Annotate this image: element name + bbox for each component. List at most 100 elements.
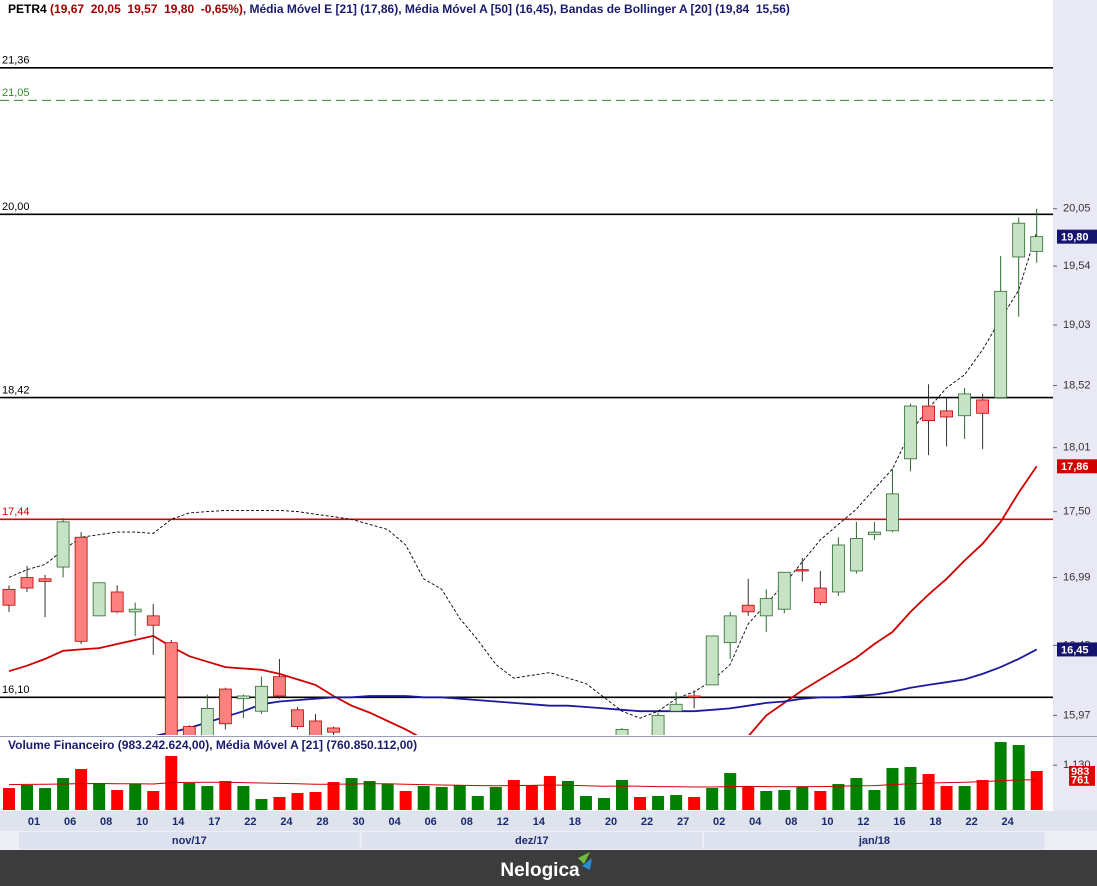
candle-body	[795, 569, 809, 572]
volume-bar	[922, 774, 935, 810]
value-box	[1057, 229, 1097, 244]
volume-bar	[309, 791, 322, 810]
x-tick-label: 02	[713, 816, 725, 828]
candle-body	[813, 587, 827, 603]
volume-bar	[489, 786, 502, 810]
volume-bar	[940, 786, 953, 810]
candle-body	[580, 753, 592, 782]
date-strip	[0, 811, 1097, 831]
volume-bar	[688, 796, 701, 810]
candle-body	[634, 739, 646, 745]
volume-bar	[219, 781, 232, 810]
volume-bar	[976, 780, 989, 810]
volume-bar	[291, 793, 304, 810]
x-tick-label: 01	[28, 816, 40, 828]
candle-body	[831, 544, 845, 593]
level-label: 16,10	[2, 684, 30, 696]
volume-bar	[507, 780, 520, 810]
x-tick-label: 14	[533, 816, 546, 828]
candle-body	[976, 399, 990, 414]
logo	[578, 852, 592, 870]
x-tick-label: 18	[569, 816, 581, 828]
candle-body	[20, 577, 34, 589]
candle-body	[200, 708, 214, 735]
candle-body	[273, 676, 286, 697]
x-tick-label: 16	[893, 816, 905, 828]
candle-body	[777, 571, 791, 610]
volume-bar	[3, 788, 15, 810]
volume-bar	[634, 796, 647, 810]
candle-body	[598, 746, 610, 753]
overlay-line	[8, 232, 1038, 719]
volume-bar	[814, 790, 827, 810]
legend-segment: (19,67 20,05 19,57 19,80 -0,65%)	[47, 2, 243, 16]
candle-body	[1030, 236, 1044, 252]
candle-body	[741, 604, 755, 613]
right-axis-strip	[1053, 0, 1097, 812]
overlay-line	[155, 648, 1038, 735]
candle-body	[56, 521, 70, 568]
volume-bar	[958, 786, 971, 810]
x-tick-label: 06	[425, 816, 437, 828]
volume-value-box	[1069, 765, 1095, 777]
x-tick-label: 28	[316, 816, 328, 828]
brand: Nelogica	[500, 860, 580, 881]
candle-body	[218, 688, 232, 725]
x-tick-label: 04	[749, 816, 762, 828]
volume-bar	[381, 784, 394, 810]
x-tick-label: 22	[965, 816, 977, 828]
candle-body	[958, 393, 971, 417]
volume-bar	[706, 788, 719, 810]
volume-bar	[453, 785, 466, 810]
volume-bar	[616, 780, 629, 810]
volume-bar	[471, 795, 484, 810]
volume-bar	[21, 785, 34, 810]
volume-bar	[417, 786, 430, 810]
volume-bar	[57, 778, 70, 810]
level-label: 18,42	[2, 384, 30, 396]
value-box-label: 16,45	[1061, 644, 1089, 656]
footer-bar	[0, 850, 1097, 886]
y-tick-label: 17,50	[1063, 506, 1091, 518]
candle-body	[182, 726, 196, 735]
candle-body	[687, 695, 701, 698]
y-tick-label: 15,97	[1063, 709, 1091, 721]
x-tick-label: 10	[136, 816, 148, 828]
level-label: 21,05	[2, 87, 30, 99]
x-tick-label: 08	[100, 816, 112, 828]
x-tick-label: 12	[497, 816, 509, 828]
x-tick-label: 08	[461, 816, 473, 828]
candle-body	[291, 709, 304, 727]
candle-body	[615, 728, 629, 735]
overlay: 20,0519,5419,0318,5218,0117,5016,9916,48…	[2, 55, 1097, 787]
candle-body	[110, 591, 124, 613]
volume-bar	[525, 785, 538, 810]
level-label: 20,00	[2, 201, 30, 213]
volume-bar	[435, 786, 448, 810]
volume-bar	[345, 778, 358, 810]
candle-body	[994, 290, 1008, 398]
volume-value-label: 761	[1071, 775, 1089, 787]
volume-ma-line	[8, 779, 1037, 788]
candle-body	[759, 598, 773, 617]
x-tick-label: 10	[821, 816, 833, 828]
candle-body	[327, 727, 340, 733]
candle-body	[705, 635, 719, 686]
candle-body	[562, 775, 574, 782]
candle-body	[146, 615, 160, 626]
x-tick-label: 27	[677, 816, 689, 828]
x-tick-label: 22	[244, 816, 256, 828]
volume-bar	[850, 778, 863, 810]
x-tick-label: 06	[64, 816, 76, 828]
volume-bar	[273, 796, 286, 810]
x-tick-label: 18	[929, 816, 941, 828]
volume-bar	[255, 799, 268, 810]
volume-bar	[39, 788, 52, 810]
x-tick-label: 17	[208, 816, 220, 828]
value-box	[1057, 642, 1097, 657]
x-tick-label: 24	[280, 816, 293, 828]
x-tick-label: 12	[857, 816, 869, 828]
candle-body	[38, 578, 52, 582]
candle-body	[74, 536, 88, 642]
